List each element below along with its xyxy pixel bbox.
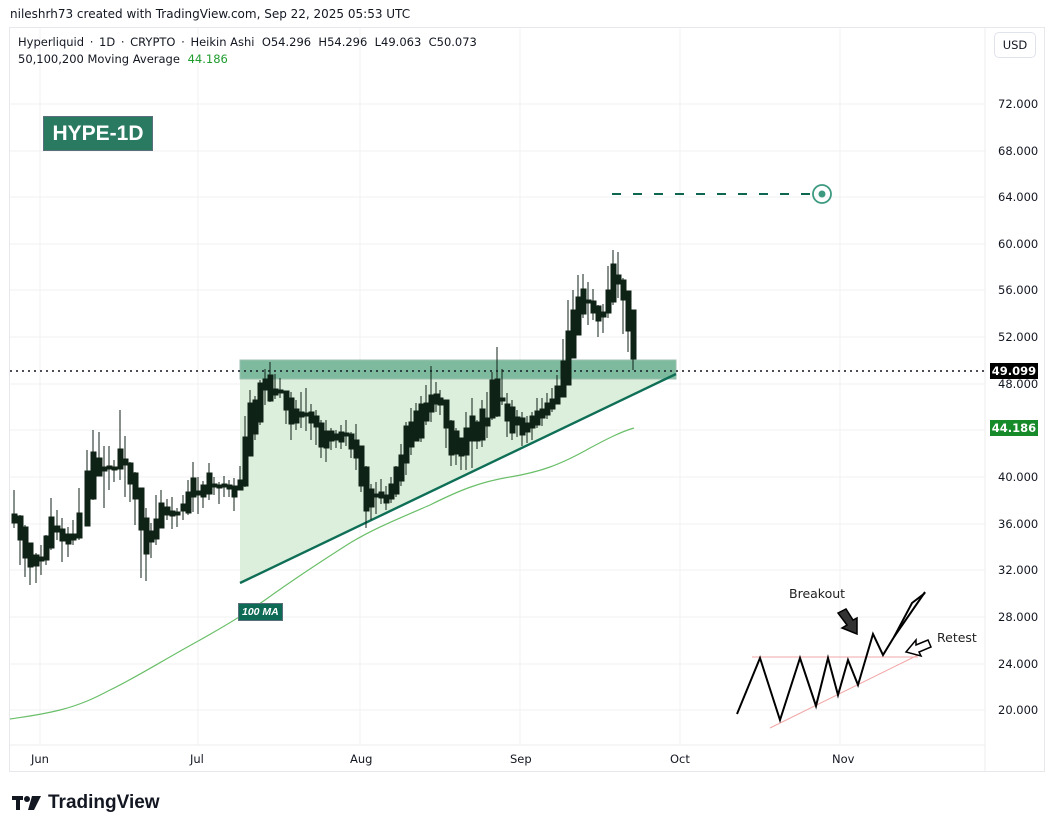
time-tick: Jun bbox=[31, 752, 49, 766]
legend-interval: 1D bbox=[99, 35, 116, 49]
ma-100-tag: 100 MA bbox=[238, 603, 283, 621]
time-tick: Jul bbox=[190, 752, 204, 766]
price-tick: 68.000 bbox=[998, 144, 1039, 158]
resistance-zone bbox=[239, 359, 677, 380]
price-tick: 56.000 bbox=[998, 283, 1039, 297]
legend-low: L49.063 bbox=[374, 35, 422, 49]
triangle-pattern bbox=[240, 360, 676, 583]
symbol-badge: HYPE-1D bbox=[43, 116, 153, 151]
price-tick: 40.000 bbox=[998, 470, 1039, 484]
price-tick: 48.000 bbox=[998, 377, 1039, 391]
price-tick: 36.000 bbox=[998, 517, 1039, 531]
ascending-trendline bbox=[239, 372, 677, 585]
breakout-label: Breakout bbox=[789, 586, 846, 601]
candlesticks bbox=[11, 250, 637, 585]
brand-name: TradingView bbox=[48, 792, 160, 813]
legend-chart-type: Heikin Ashi bbox=[190, 35, 255, 49]
legend-ma-line[interactable]: 50,100,200 Moving Average 44.186 bbox=[18, 51, 477, 68]
time-tick: Oct bbox=[670, 752, 690, 766]
price-tick: 64.000 bbox=[998, 190, 1039, 204]
time-tick: Aug bbox=[350, 752, 373, 766]
price-tick: 52.000 bbox=[998, 330, 1039, 344]
legend-symbol: Hyperliquid bbox=[18, 35, 85, 49]
legend-symbol-line: Hyperliquid · 1D · CRYPTO · Heikin Ashi … bbox=[18, 35, 477, 49]
chart-frame bbox=[9, 27, 1045, 772]
price-tick: 32.000 bbox=[998, 563, 1039, 577]
price-tick: 60.000 bbox=[998, 237, 1039, 251]
target-icon bbox=[812, 184, 832, 204]
time-tick: Nov bbox=[832, 752, 855, 766]
ma-100-line bbox=[9, 427, 635, 720]
legend-open: O54.296 bbox=[261, 35, 312, 49]
price-tick: 20.000 bbox=[998, 703, 1039, 717]
currency-button[interactable]: USD bbox=[994, 32, 1036, 58]
tradingview-logo-icon bbox=[12, 796, 41, 810]
legend-ma-label: 50,100,200 Moving Average bbox=[18, 52, 180, 66]
price-tick: 24.000 bbox=[998, 657, 1039, 671]
current-price-tag: 49.099 bbox=[990, 363, 1038, 379]
tradingview-logo[interactable]: TradingView bbox=[12, 792, 160, 814]
ma-price-tag: 44.186 bbox=[990, 420, 1038, 436]
price-tick: 28.000 bbox=[998, 610, 1039, 624]
attribution-text: nileshrh73 created with TradingView.com,… bbox=[10, 7, 411, 21]
time-tick: Sep bbox=[510, 752, 532, 766]
retest-label: Retest bbox=[937, 630, 977, 645]
legend-ma-value: 44.186 bbox=[187, 52, 228, 66]
legend-exchange: CRYPTO bbox=[130, 35, 176, 49]
legend-high: H54.296 bbox=[318, 35, 368, 49]
price-tick: 72.000 bbox=[998, 97, 1039, 111]
legend-close: C50.073 bbox=[428, 35, 477, 49]
chart-legend: Hyperliquid · 1D · CRYPTO · Heikin Ashi … bbox=[18, 34, 477, 68]
